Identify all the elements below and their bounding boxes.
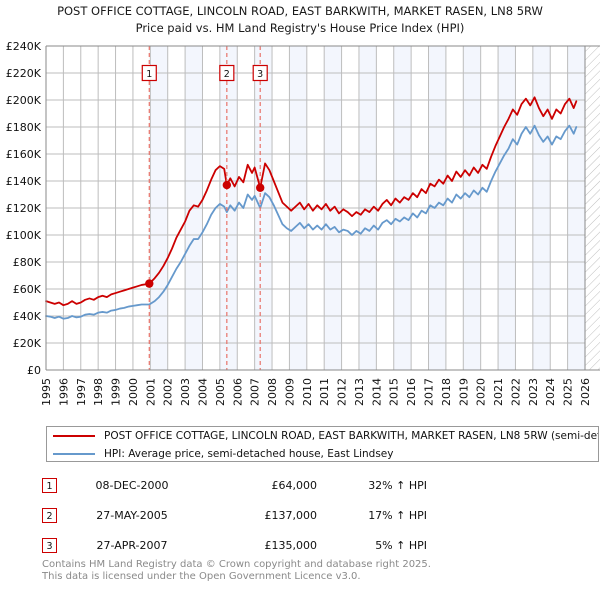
sale-marker-badge-3: 3 xyxy=(42,537,57,553)
page-subtitle: Price paid vs. HM Land Registry's House … xyxy=(135,21,465,35)
svg-text:2016: 2016 xyxy=(405,378,418,406)
svg-text:1998: 1998 xyxy=(92,378,105,406)
chart-plot-area: £0 £20K £40K £60K £80K £100K £120K £140K £160K £1… xyxy=(6,40,600,406)
page-title: POST OFFICE COTTAGE, LINCOLN ROAD, EAST … xyxy=(57,4,543,18)
svg-text:2014: 2014 xyxy=(370,378,383,406)
svg-text:1997: 1997 xyxy=(75,378,88,406)
svg-text:2010: 2010 xyxy=(301,378,314,406)
svg-text:£220K: £220K xyxy=(6,67,42,80)
svg-text:£200K: £200K xyxy=(6,94,42,107)
future-projection-region xyxy=(585,46,600,370)
sale-price-1: £64,000 xyxy=(271,478,318,492)
chart-title-block: POST OFFICE COTTAGE, LINCOLN ROAD, EAST … xyxy=(0,3,600,37)
svg-text:£0: £0 xyxy=(27,364,41,377)
svg-text:2023: 2023 xyxy=(527,378,540,406)
legend-item-hpi: HPI: Average price, semi-detached house,… xyxy=(47,445,598,461)
svg-text:2021: 2021 xyxy=(492,378,505,406)
table-row: 3 27-APR-2007 £135,000 5% ↑ HPI xyxy=(40,530,460,560)
svg-text:2022: 2022 xyxy=(509,378,522,406)
sale-date-1: 08-DEC-2000 xyxy=(95,478,169,492)
svg-text:£180K: £180K xyxy=(6,121,42,134)
svg-text:2002: 2002 xyxy=(162,378,175,406)
footer-line-copyright: Contains HM Land Registry data © Crown c… xyxy=(42,559,431,570)
svg-text:2018: 2018 xyxy=(440,378,453,406)
svg-text:£140K: £140K xyxy=(6,175,42,188)
sales-table: 1 08-DEC-2000 £64,000 32% ↑ HPI 2 27-MAY… xyxy=(40,470,460,560)
sale-price-2: £137,000 xyxy=(264,508,318,522)
svg-text:£160K: £160K xyxy=(6,148,42,161)
svg-text:2008: 2008 xyxy=(266,378,279,406)
sale-marker-badge-2: 2 xyxy=(42,507,57,523)
svg-text:2003: 2003 xyxy=(179,378,192,406)
svg-text:2015: 2015 xyxy=(388,378,401,406)
x-axis-ticks: 1995 1996 1997 1998 1999 2000 2001 2002 2003 2004… xyxy=(40,378,592,406)
svg-text:£80K: £80K xyxy=(13,256,42,269)
series-line-hpi xyxy=(45,124,578,320)
svg-text:2024: 2024 xyxy=(544,378,557,406)
legend-item-subject: POST OFFICE COTTAGE, LINCOLN ROAD, EAST … xyxy=(47,427,598,445)
svg-text:1995: 1995 xyxy=(40,378,53,406)
svg-text:2006: 2006 xyxy=(231,378,244,406)
sale-date-3: 27-APR-2007 xyxy=(96,538,168,552)
table-row: 2 27-MAY-2005 £137,000 17% ↑ HPI xyxy=(40,500,460,530)
svg-text:2: 2 xyxy=(224,69,230,80)
footer-attribution: Contains HM Land Registry data © Crown c… xyxy=(42,559,582,583)
svg-text:3: 3 xyxy=(257,69,263,80)
svg-text:2004: 2004 xyxy=(196,378,209,406)
sale-price-3: £135,000 xyxy=(264,538,318,552)
svg-text:2025: 2025 xyxy=(562,378,575,406)
footer-line-licence: This data is licensed under the Open Gov… xyxy=(42,571,361,582)
sale-hpi-delta-3: 5% ↑ HPI xyxy=(375,538,427,552)
svg-text:2011: 2011 xyxy=(318,378,331,406)
sale-marker-badge-1: 1 xyxy=(42,477,57,493)
svg-text:2012: 2012 xyxy=(336,378,349,406)
svg-text:£20K: £20K xyxy=(13,337,42,350)
legend-label-hpi: HPI: Average price, semi-detached house,… xyxy=(104,448,394,460)
svg-text:£240K: £240K xyxy=(6,40,42,53)
svg-text:£40K: £40K xyxy=(13,310,42,323)
legend-swatch-hpi-icon xyxy=(53,453,95,455)
svg-text:2007: 2007 xyxy=(249,378,262,406)
svg-text:2017: 2017 xyxy=(423,378,436,406)
svg-text:£120K: £120K xyxy=(6,202,42,215)
y-axis-ticks: £0 £20K £40K £60K £80K £100K £120K £140K £160K £1… xyxy=(6,40,42,377)
table-row: 1 08-DEC-2000 £64,000 32% ↑ HPI xyxy=(40,470,460,500)
svg-text:1996: 1996 xyxy=(57,378,70,406)
sale-hpi-delta-1: 32% ↑ HPI xyxy=(368,478,427,492)
svg-text:2000: 2000 xyxy=(127,378,140,406)
svg-text:2019: 2019 xyxy=(457,378,470,406)
chart-series xyxy=(45,96,578,320)
svg-text:2020: 2020 xyxy=(475,378,488,406)
sale-date-2: 27-MAY-2005 xyxy=(96,508,168,522)
series-line-subject xyxy=(45,96,578,307)
svg-text:2001: 2001 xyxy=(144,378,157,406)
svg-text:£100K: £100K xyxy=(6,229,42,242)
svg-text:1: 1 xyxy=(146,69,152,80)
svg-text:£60K: £60K xyxy=(13,283,42,296)
svg-text:2026: 2026 xyxy=(579,378,592,406)
svg-text:2009: 2009 xyxy=(283,378,296,406)
svg-text:2005: 2005 xyxy=(214,378,227,406)
legend-swatch-subject-icon xyxy=(53,435,95,437)
svg-text:2013: 2013 xyxy=(353,378,366,406)
svg-text:1999: 1999 xyxy=(110,378,123,406)
legend-label-subject: POST OFFICE COTTAGE, LINCOLN ROAD, EAST … xyxy=(104,430,598,442)
chart-legend: POST OFFICE COTTAGE, LINCOLN ROAD, EAST … xyxy=(46,426,599,462)
sale-hpi-delta-2: 17% ↑ HPI xyxy=(368,508,427,522)
sale-markers: 1 2 3 xyxy=(141,46,268,370)
